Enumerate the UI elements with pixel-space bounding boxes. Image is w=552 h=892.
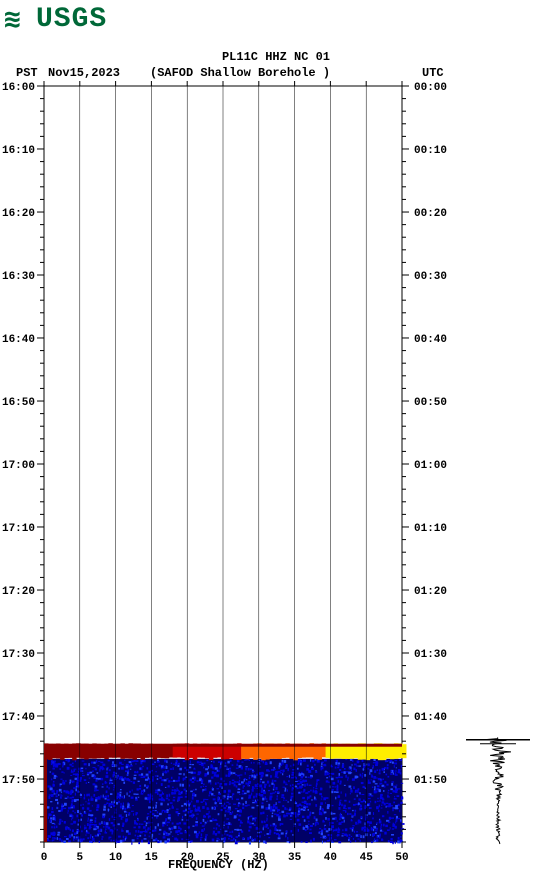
svg-text:0: 0 (41, 852, 48, 864)
svg-text:00:20: 00:20 (414, 208, 447, 220)
svg-text:16:20: 16:20 (2, 208, 35, 220)
svg-text:15: 15 (145, 852, 159, 864)
svg-text:16:10: 16:10 (2, 145, 35, 157)
svg-text:5: 5 (76, 852, 83, 864)
spectrogram-plot: 0510152025303540455016:0000:0016:1000:10… (0, 0, 552, 892)
x-axis-title: FREQUENCY (HZ) (168, 858, 269, 872)
svg-text:01:40: 01:40 (414, 712, 447, 724)
svg-text:01:10: 01:10 (414, 523, 447, 535)
svg-text:45: 45 (360, 852, 374, 864)
svg-text:00:50: 00:50 (414, 397, 447, 409)
svg-text:16:50: 16:50 (2, 397, 35, 409)
svg-text:01:30: 01:30 (414, 649, 447, 661)
svg-text:50: 50 (395, 852, 408, 864)
svg-text:00:30: 00:30 (414, 271, 447, 283)
svg-text:16:00: 16:00 (2, 82, 35, 94)
svg-text:17:30: 17:30 (2, 649, 35, 661)
svg-text:01:20: 01:20 (414, 586, 447, 598)
svg-text:16:30: 16:30 (2, 271, 35, 283)
svg-text:17:50: 17:50 (2, 775, 35, 787)
svg-text:40: 40 (324, 852, 337, 864)
svg-text:01:50: 01:50 (414, 775, 447, 787)
svg-text:00:40: 00:40 (414, 334, 447, 346)
svg-text:10: 10 (109, 852, 122, 864)
svg-text:00:10: 00:10 (414, 145, 447, 157)
svg-text:17:00: 17:00 (2, 460, 35, 472)
svg-text:17:10: 17:10 (2, 523, 35, 535)
svg-text:00:00: 00:00 (414, 82, 447, 94)
svg-text:17:20: 17:20 (2, 586, 35, 598)
svg-text:01:00: 01:00 (414, 460, 447, 472)
svg-text:17:40: 17:40 (2, 712, 35, 724)
svg-text:35: 35 (288, 852, 302, 864)
svg-text:16:40: 16:40 (2, 334, 35, 346)
